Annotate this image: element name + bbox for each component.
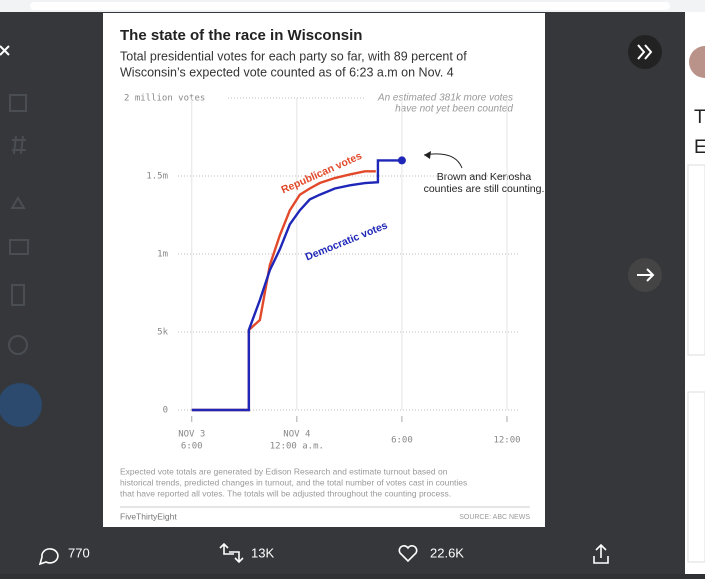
- nav-icon: [11, 284, 25, 306]
- y-tick-label: 5k: [157, 328, 168, 338]
- nav-icon: [8, 335, 28, 355]
- x-tick-label: 6:00: [391, 436, 413, 446]
- x-tick-label: 12:00: [493, 436, 520, 446]
- chart-title: The state of the race in Wisconsin: [120, 27, 362, 44]
- side-text: T: [694, 107, 705, 128]
- nav-icon: [12, 135, 26, 155]
- footnote: historical trends, predicted changes in …: [120, 477, 467, 487]
- avatar: [689, 46, 705, 78]
- like-icon[interactable]: [398, 544, 418, 563]
- side-panel: [685, 12, 705, 574]
- nav-icons: [8, 94, 29, 355]
- x-tick-label: NOV 3: [178, 430, 205, 440]
- close-icon: [0, 45, 10, 56]
- reply-count: 770: [68, 545, 90, 560]
- side-card: [687, 164, 705, 356]
- chart-subtitle: Total presidential votes for each party …: [120, 49, 467, 63]
- annotation: counties are still counting.: [424, 183, 545, 195]
- x-tick-label: NOV 4: [283, 430, 310, 440]
- side-card: [687, 391, 705, 563]
- chart-subtitle: Wisconsin’s expected vote counted as of …: [120, 65, 454, 79]
- x-tick-label: 12:00 a.m.: [270, 442, 324, 452]
- y-tick-label: 1m: [157, 250, 168, 260]
- footnote: Expected vote totals are generated by Ed…: [120, 466, 448, 476]
- nav-icon: [10, 196, 26, 209]
- x-tick-label: 6:00: [181, 442, 203, 452]
- expand-icon: [637, 44, 653, 60]
- action-icons: [38, 542, 609, 566]
- reply-icon[interactable]: [38, 548, 59, 566]
- next-icon: [637, 268, 655, 282]
- side-text: E: [694, 137, 705, 158]
- series-line: [191, 159, 402, 412]
- source: SOURCE: ABC NEWS: [459, 514, 530, 521]
- annotation: Brown and Kenosha: [437, 171, 532, 183]
- end-dot: [397, 156, 406, 165]
- chart: The state of the race in Wisconsin Total…: [120, 27, 544, 521]
- y-tick-label: 2 million votes: [124, 94, 205, 104]
- nav-icon: [9, 239, 29, 255]
- credit: FiveThirtyEight: [120, 511, 177, 521]
- close-button[interactable]: [0, 45, 10, 56]
- annotation: have not yet been counted: [395, 104, 513, 115]
- tweet-button[interactable]: [0, 383, 42, 427]
- share-icon[interactable]: [593, 543, 609, 564]
- y-tick-label: 0: [163, 406, 168, 416]
- y-tick-label: 1.5m: [146, 172, 168, 182]
- nav-icon: [9, 94, 27, 112]
- annotation-arrowhead: [424, 151, 431, 159]
- like-count: 22.6K: [430, 545, 464, 560]
- footnote: that have reported all votes. The totals…: [120, 488, 451, 498]
- url-field: [30, 2, 670, 10]
- annotation: An estimated 381k more votes: [377, 93, 513, 104]
- retweet-icon[interactable]: [219, 542, 244, 564]
- chart-image: [103, 13, 545, 527]
- retweet-count: 13K: [251, 545, 274, 560]
